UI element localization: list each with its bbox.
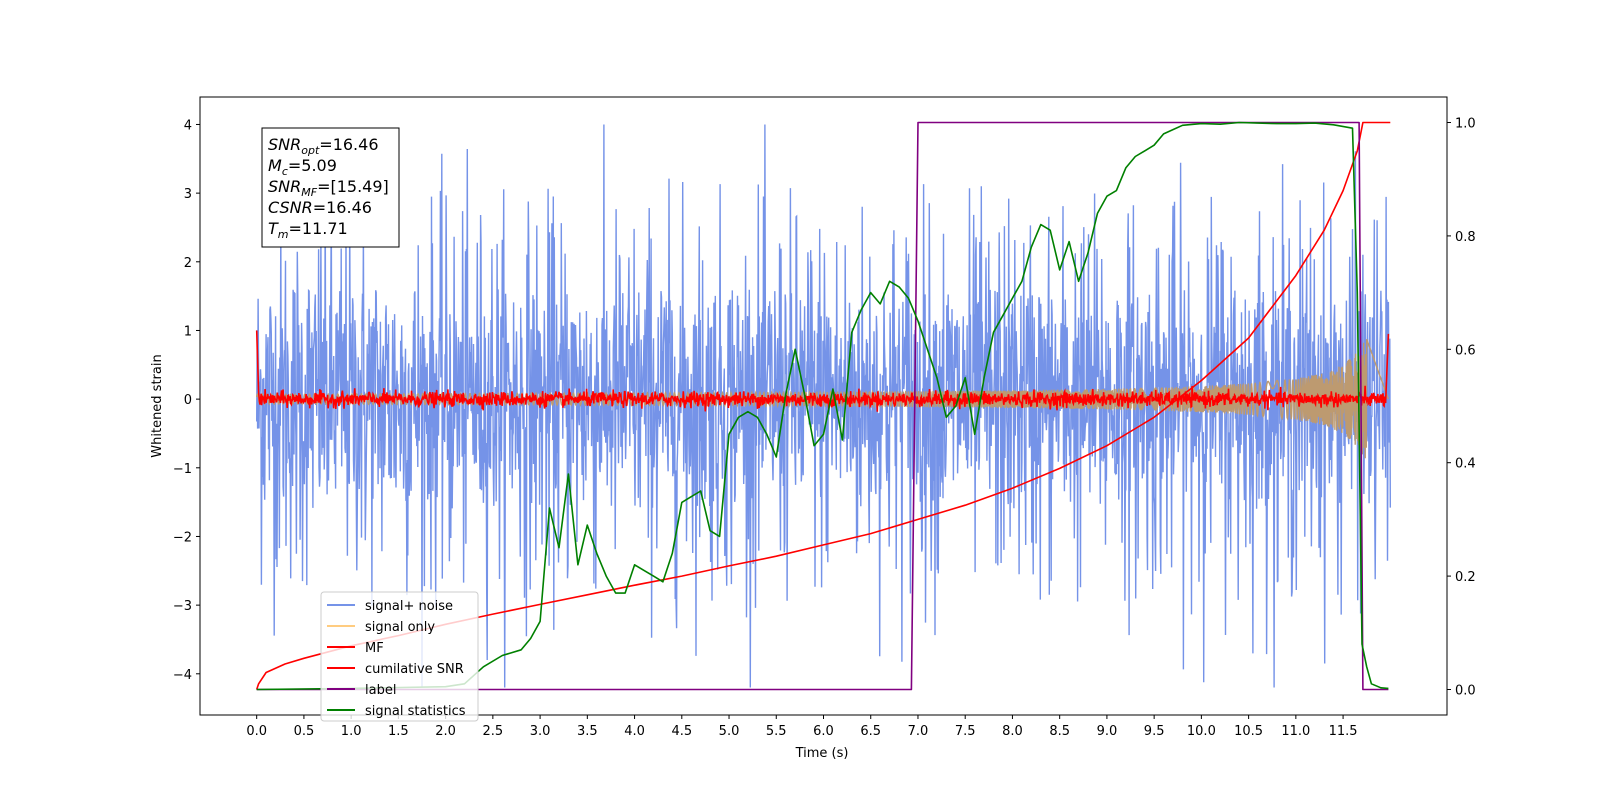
- x-tick-label: 7.0: [908, 724, 929, 739]
- legend-frame: [320, 591, 479, 722]
- x-axis: 0.0 0.5 1.0 1.5 2.0 2.5 3.0 3.5 4.0 4.5 5.0 5.5 6.0 6…: [246, 715, 1358, 739]
- annotation-line: CSNR=16.46: [268, 198, 372, 217]
- x-tick-label: 7.5: [955, 724, 976, 739]
- annotation-line: SNRMF=[15.49]: [268, 177, 389, 199]
- y2-tick-label: 0.2: [1455, 570, 1476, 585]
- x-tick-label: 10.0: [1187, 724, 1216, 739]
- legend: signal+ noise signal only MF cumilative SNR…: [320, 591, 479, 722]
- annotation-frame: [261, 127, 400, 248]
- x-tick-label: 5.5: [766, 724, 787, 739]
- x-tick-label: 6.5: [860, 724, 881, 739]
- x-tick-label: 4.5: [671, 724, 692, 739]
- x-tick-label: 2.0: [435, 724, 456, 739]
- legend-label: MF: [365, 641, 384, 656]
- x-tick-label: 11.5: [1329, 724, 1358, 739]
- y-tick-label: 0: [184, 393, 192, 408]
- x-tick-label: 8.5: [1049, 724, 1070, 739]
- y-tick-label: 3: [184, 187, 192, 202]
- y2-tick-label: 0.4: [1455, 457, 1476, 472]
- series-mf: [255, 330, 1390, 412]
- legend-label: label: [365, 683, 396, 698]
- x-tick-label: 5.0: [719, 724, 740, 739]
- x-tick-label: 11.0: [1281, 724, 1310, 739]
- legend-label: signal statistics: [365, 704, 466, 719]
- y-axis-label: Whitened strain: [150, 354, 165, 457]
- x-tick-label: 9.5: [1144, 724, 1165, 739]
- x-tick-label: 6.0: [813, 724, 834, 739]
- x-tick-label: 8.0: [1002, 724, 1023, 739]
- y2-tick-label: 0.0: [1455, 683, 1476, 698]
- annotation-line: SNRopt=16.46: [268, 135, 379, 157]
- x-axis-label: Time (s): [795, 746, 849, 761]
- x-tick-label: 3.0: [530, 724, 551, 739]
- y-tick-label: 1: [184, 324, 192, 339]
- legend-label: cumilative SNR: [365, 662, 464, 677]
- annotation-line: Tm=11.71: [268, 219, 348, 241]
- x-tick-label: 3.5: [577, 724, 598, 739]
- series-label: [256, 121, 1389, 691]
- x-tick-label: 4.0: [624, 724, 645, 739]
- x-tick-label: 1.0: [341, 724, 362, 739]
- y-tick-label: −1: [173, 462, 192, 477]
- annotation-box: SNRopt=16.46Mc=5.09SNRMF=[15.49]CSNR=16.…: [261, 127, 400, 248]
- y-axis-right: 1.0 0.8 0.6 0.4 0.2 0.0: [1447, 117, 1476, 698]
- y2-tick-label: 1.0: [1455, 117, 1476, 132]
- x-tick-label: 0.5: [294, 724, 315, 739]
- y-tick-label: −2: [173, 530, 192, 545]
- x-tick-label: 9.0: [1097, 724, 1118, 739]
- y-tick-label: 2: [184, 256, 192, 271]
- y2-tick-label: 0.6: [1455, 343, 1476, 358]
- x-tick-label: 10.5: [1234, 724, 1263, 739]
- series-signal-statistics: [256, 121, 1389, 691]
- legend-label: signal only: [365, 620, 435, 635]
- annotation-line: Mc=5.09: [268, 156, 337, 178]
- y2-tick-label: 0.8: [1455, 230, 1476, 245]
- legend-label: signal+ noise: [365, 599, 453, 614]
- x-tick-label: 1.5: [388, 724, 409, 739]
- y-tick-label: −3: [173, 599, 192, 614]
- y-axis-left: 4 3 2 1 0 −1 −2 −3 −4: [173, 118, 200, 683]
- x-tick-label: 2.5: [483, 724, 504, 739]
- y-tick-label: 4: [184, 118, 192, 133]
- x-tick-label: 0.0: [246, 724, 267, 739]
- y-tick-label: −4: [173, 668, 192, 683]
